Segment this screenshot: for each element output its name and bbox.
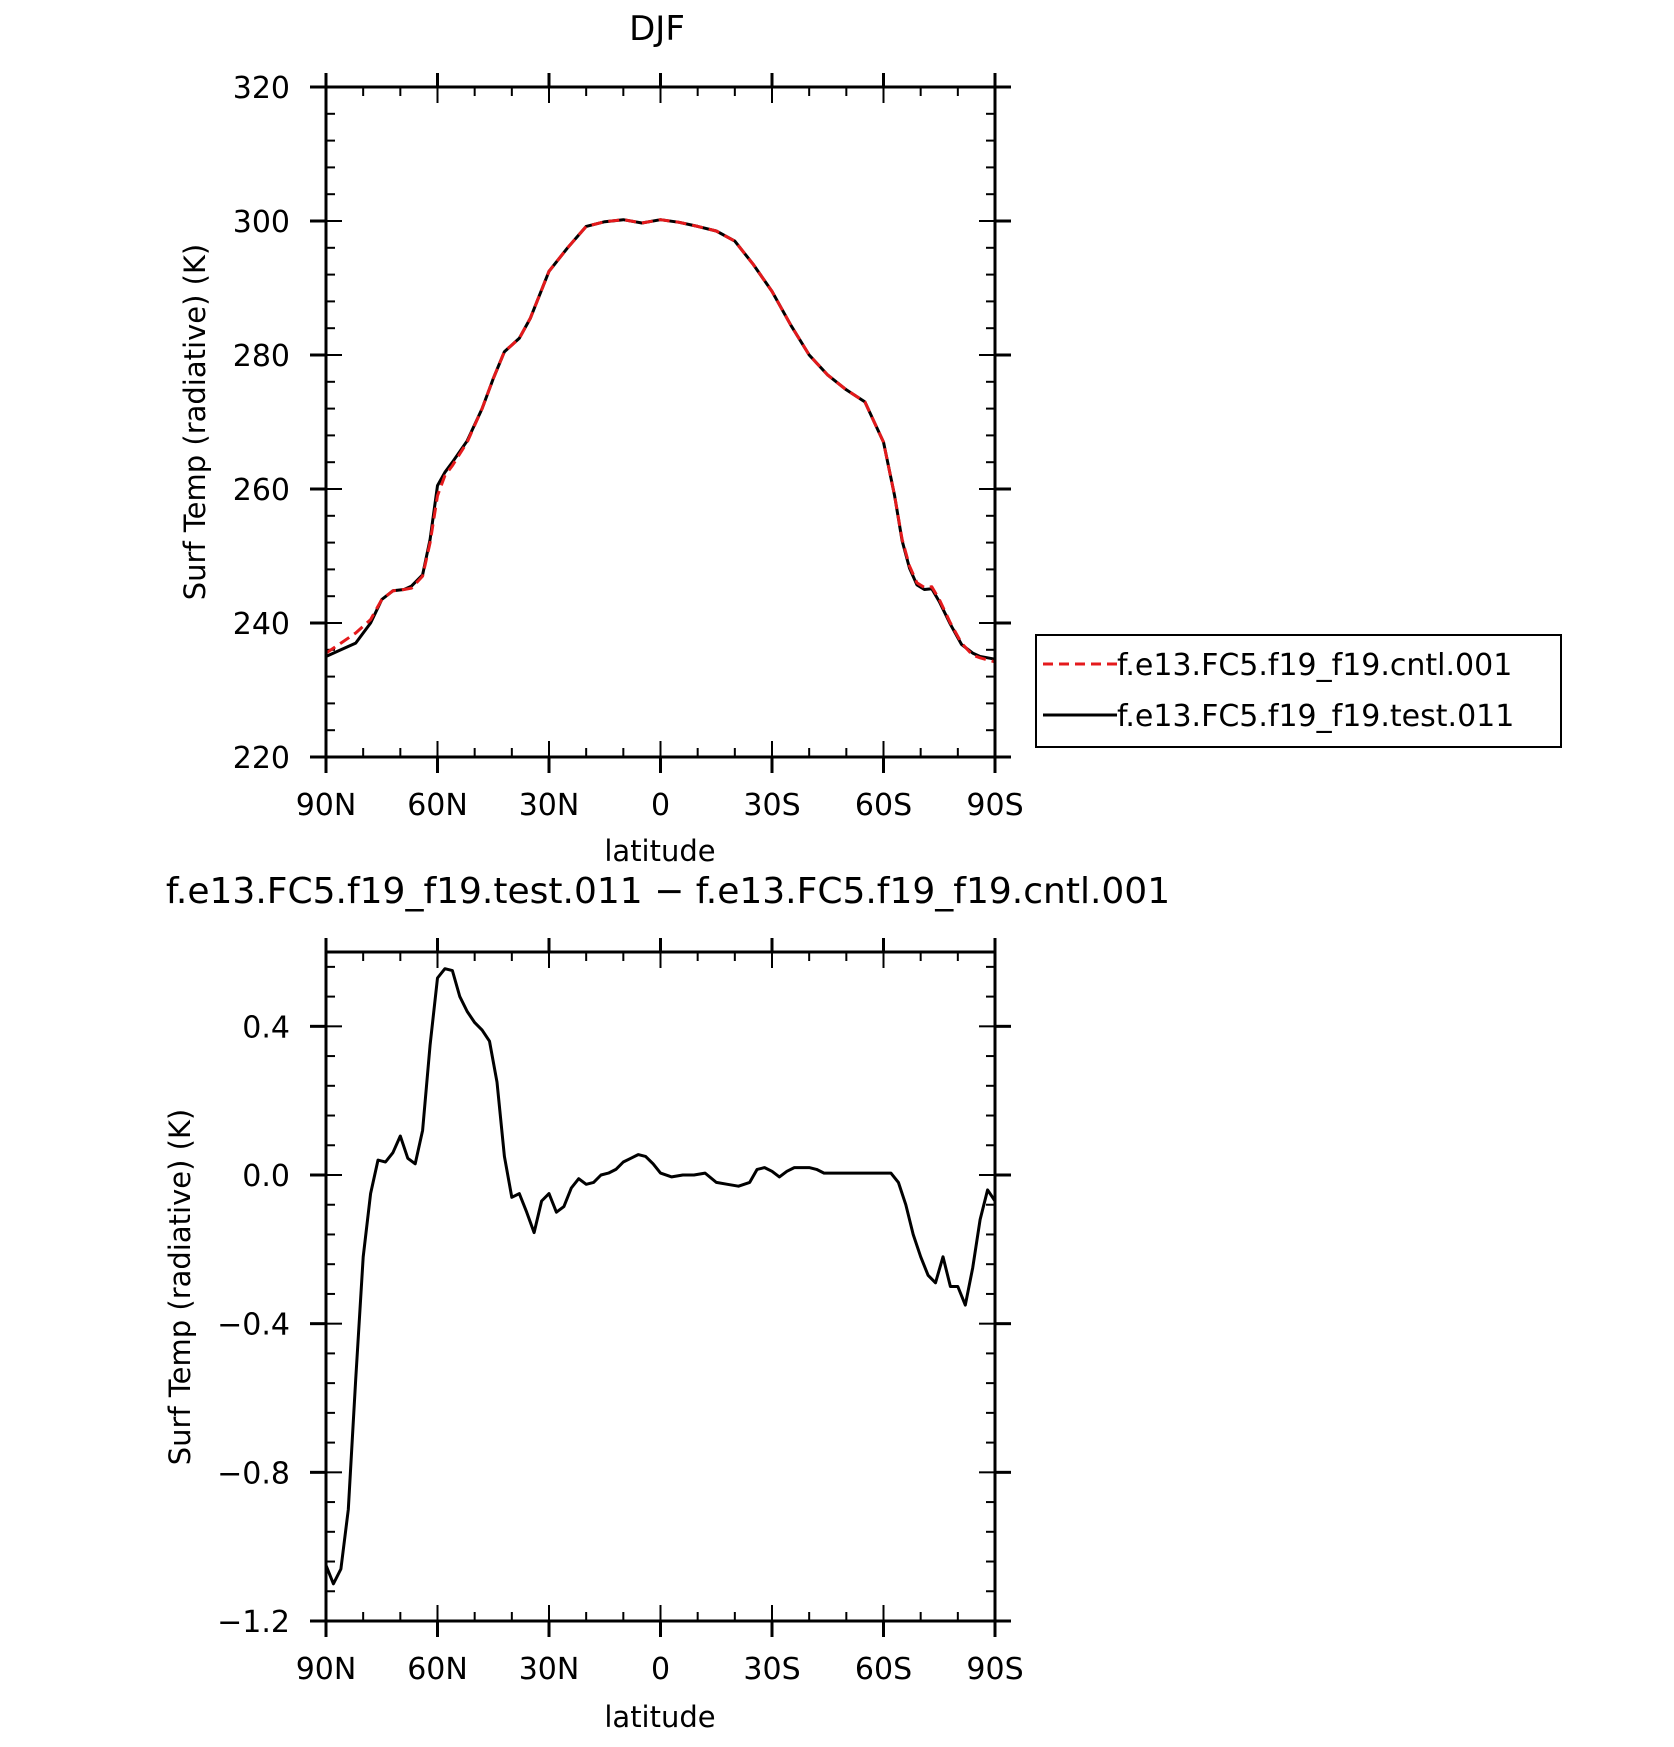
legend-label-cntl: f.e13.FC5.f19_f19.cntl.001 [1117,648,1512,683]
top-x-tick-label: 90S [966,788,1023,823]
top-x-tick-labels: 90N 60N 30N 0 30S 60S 90S [296,788,1024,823]
bottom-y-tick-label: 0.0 [242,1159,290,1194]
top-y-tick-label: 280 [233,339,290,374]
bottom-x-tick-label: 90N [296,1652,357,1687]
top-x-tick-label: 0 [651,788,670,823]
legend: f.e13.FC5.f19_f19.cntl.001 f.e13.FC5.f19… [1035,634,1562,748]
legend-label-test: f.e13.FC5.f19_f19.test.011 [1117,699,1514,734]
bottom-x-tick-label: 90S [966,1652,1023,1687]
bottom-x-tick-label: 60N [407,1652,468,1687]
bottom-series-line-0 [324,967,997,1586]
top-x-tick-label: 30N [519,788,580,823]
top-x-tick-label: 60N [407,788,468,823]
bottom-x-tick-label: 60S [855,1652,912,1687]
top-y-tick-label: 300 [233,205,290,240]
bottom-panel: f.e13.FC5.f19_f19.test.011 − f.e13.FC5.f… [163,871,1170,1734]
top-x-tick-label: 90N [296,788,357,823]
bottom-title: f.e13.FC5.f19_f19.test.011 − f.e13.FC5.f… [166,871,1170,912]
bottom-plot-frame [324,950,997,1623]
bottom-y-axis-label: Surf Temp (radiative) (K) [163,1109,197,1466]
bottom-y-tick-label: −0.4 [217,1308,290,1343]
bottom-x-axis-label: latitude [604,1700,715,1734]
top-y-tick-label: 260 [233,473,290,508]
top-y-tick-label: 320 [233,71,290,106]
legend-box [1035,634,1562,748]
bottom-y-tick-labels: −1.2 −0.8 −0.4 0.0 0.4 [217,1010,290,1640]
top-x-axis-label: latitude [604,834,715,868]
bottom-y-tick-label: 0.4 [242,1010,290,1045]
bottom-x-tick-label: 30S [743,1652,800,1687]
top-title: DJF [629,9,685,49]
top-y-axis-label: Surf Temp (radiative) (K) [178,244,212,601]
bottom-y-tick-label: −0.8 [217,1456,290,1491]
bottom-x-tick-label: 30N [519,1652,580,1687]
top-plot-frame [324,85,997,759]
top-y-tick-labels: 220 240 260 280 300 320 [233,71,290,776]
bottom-y-tick-label: −1.2 [217,1605,290,1640]
top-x-tick-label: 30S [743,788,800,823]
bottom-x-tick-labels: 90N 60N 30N 0 30S 60S 90S [296,1652,1024,1687]
top-series-line-1 [325,218,996,661]
top-y-tick-label: 240 [233,607,290,642]
bottom-plot-area [310,938,1011,1637]
top-y-tick-label: 220 [233,741,290,776]
top-series-line-0 [325,218,996,664]
bottom-x-tick-label: 0 [651,1652,670,1687]
top-x-tick-label: 60S [855,788,912,823]
top-plot-area [310,73,1011,773]
